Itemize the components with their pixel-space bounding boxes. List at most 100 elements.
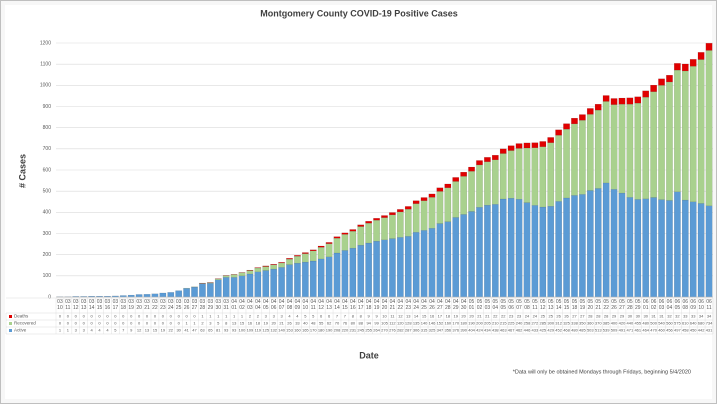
table-value: 128 [405,321,412,326]
table-value: 575 [674,321,681,326]
table-value: 13 [232,321,237,326]
table-value: 240 [516,321,523,326]
table-value: 404 [468,328,475,333]
bar-segment [222,277,230,298]
table-value: 9 [130,328,133,333]
bar-segment [555,201,562,298]
bar-segment [539,206,547,298]
bar-segment [531,142,539,148]
table-value: 24 [533,314,538,319]
bar-segment [365,221,372,224]
bar-segment [531,205,539,298]
table-value: 1 [201,314,204,319]
bar-segment [365,222,372,244]
x-tick-label: 05 01 [468,299,475,311]
table-value: 23 [509,314,514,319]
table-value: 470 [650,328,657,333]
table-value: 440 [627,321,634,326]
table-value: 125 [262,328,269,333]
table-value: 55 [319,321,324,326]
bar-segment [341,234,349,251]
bar-segment [294,255,301,257]
bar-segment [333,236,341,239]
x-tick-label: 05 14 [555,299,562,311]
table-value: 0 [130,314,133,319]
table-value: 0 [91,314,94,319]
table-value: 480 [642,321,649,326]
table-value: 14 [414,314,419,319]
table-value: 1 [67,328,70,333]
bar-segment [333,238,341,254]
table-value: 13 [145,328,150,333]
bar-segment [207,283,214,298]
bar-segment [618,192,626,298]
bar-segment [420,230,428,298]
bar-segment [381,239,388,298]
table-value: 29 [620,314,625,319]
table-value: 350 [579,321,586,326]
x-tick-label: 04 26 [429,299,435,311]
bar-segment [602,182,610,298]
table-value: 5 [312,314,315,319]
y-tick-label: 0 [48,294,51,300]
bar-segment [539,141,547,147]
table-value: 15 [153,328,158,333]
y-tick-label: 1100 [40,61,51,67]
table-value: 0 [193,314,196,319]
x-tick-label: 06 09 [690,299,696,311]
table-value: 26 [556,314,561,319]
x-tick-label: 04 21 [389,299,396,311]
bar-segment [317,247,325,260]
table-value: 32 [667,314,672,319]
table-value: 30 [636,314,641,319]
table-value: 0 [154,314,157,319]
table-value: 455 [634,321,641,326]
bar-segment [452,181,460,218]
table-value: 509 [611,328,618,333]
bar-segment [697,203,705,298]
x-tick-label: 05 04 [492,299,499,311]
x-tick-label: 05 20 [587,299,594,311]
table-value: 315 [421,328,428,333]
bar-segment [317,245,325,248]
x-tick-label: 05 27 [619,299,625,311]
x-tick-label: 04 10 [302,299,309,311]
x-tick-label: 03 11 [65,299,71,311]
table-value: 491 [619,328,626,333]
table-value: 0 [106,321,109,326]
bar-segment [349,247,357,298]
table-value: 282 [397,328,404,333]
bar-segment [507,150,515,199]
chart-title: Montgomery County COVID-19 Positive Case… [260,8,458,18]
bar-segment [199,283,206,298]
table-value: 109 [247,328,254,333]
bar-segment [452,177,460,182]
y-tick-label: 600 [43,167,52,173]
bar-segment [404,206,412,210]
table-value: 452 [555,328,562,333]
bar-segment [658,199,665,298]
table-value: 19 [454,314,459,319]
table-value: 3 [209,321,212,326]
table-value: 140 [278,328,285,333]
x-tick-label: 04 27 [437,299,443,311]
x-tick-label: 06 10 [698,299,704,311]
bar-segment [460,176,467,215]
table-value: 450 [690,328,697,333]
bar-segment [563,197,570,298]
bar-segment [135,294,143,298]
x-tick-label: 04 14 [334,299,340,311]
x-tick-label: 05 18 [571,299,578,311]
table-value: 10 [382,314,387,319]
bar-segment [428,197,436,229]
table-value: 152 [437,321,444,326]
bar-segment [602,95,610,102]
table-value: 7 [122,328,125,333]
bar-segment [357,244,365,298]
table-value: 0 [59,321,62,326]
table-value: 29 [612,314,617,319]
table-value: 160 [444,321,451,326]
bar-segment [484,161,491,206]
table-value: 153 [286,328,293,333]
x-tick-label: 04 11 [310,299,317,311]
